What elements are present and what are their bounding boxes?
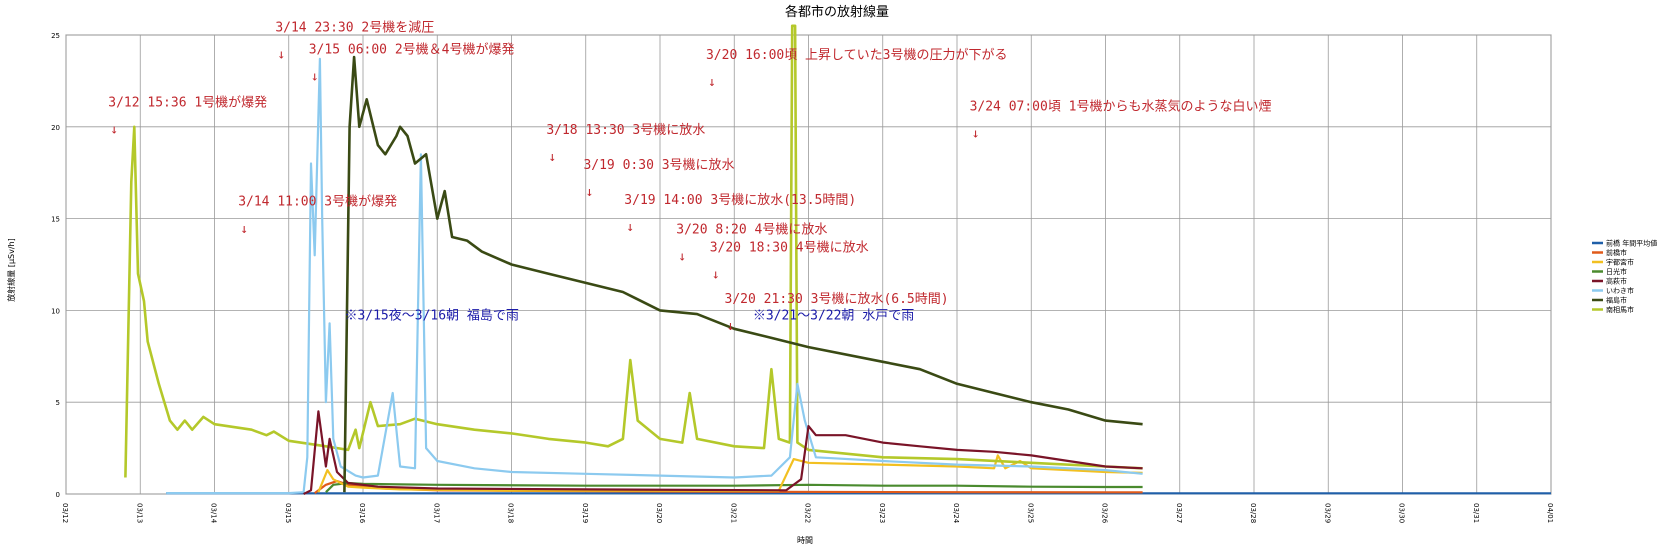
y-tick-label: 20	[51, 124, 60, 132]
legend-label: 高萩市	[1606, 277, 1627, 286]
legend-label: 日光市	[1606, 267, 1627, 276]
x-tick-label: 03/22	[804, 503, 812, 523]
y-axis-label: 放射線量 [μSv/h]	[6, 238, 16, 301]
y-tick-label: 10	[51, 307, 60, 315]
y-tick-labels: 0 5 10 15 20 25	[51, 32, 60, 499]
event-annotation: 3/19 0:30 3号機に放水	[583, 158, 734, 173]
x-tick-label: 03/28	[1249, 503, 1257, 523]
rain-notes: ※3/15夜〜3/16朝 福島で雨 ※3/21〜3/22朝 水戸で雨	[344, 309, 914, 324]
event-arrow: ↓	[311, 69, 319, 84]
y-tick-label: 0	[56, 491, 60, 499]
series-line	[303, 410, 1143, 495]
x-tick-label: 03/31	[1472, 503, 1480, 523]
y-tick-label: 25	[51, 32, 60, 40]
x-tick-label: 03/20	[655, 503, 663, 523]
x-tick-label: 03/14	[210, 503, 218, 524]
event-arrow: ↓	[277, 47, 285, 62]
event-arrow: ↓	[712, 268, 720, 283]
x-tick-label: 03/15	[284, 503, 292, 523]
legend-label: 宇都宮市	[1606, 258, 1634, 267]
event-annotations: 3/12 15:36 1号機が爆発 ↓ 3/14 23:30 2号機を減圧 ↓ 3/15…	[108, 19, 1271, 334]
event-arrow: ↓	[972, 126, 980, 141]
legend-label: いわき市	[1606, 286, 1634, 295]
event-arrow: ↓	[708, 75, 716, 90]
event-arrow: ↓	[110, 123, 118, 138]
rain-note: ※3/21〜3/22朝 水戸で雨	[753, 309, 914, 324]
x-tick-label: 03/13	[135, 503, 143, 523]
x-tick-label: 03/16	[358, 503, 366, 524]
x-tick-label: 04/01	[1546, 503, 1554, 523]
rain-note: ※3/15夜〜3/16朝 福島で雨	[344, 309, 518, 324]
event-annotation: 3/19 14:00 3号機に放水(13.5時間)	[624, 193, 856, 208]
event-annotation: 3/12 15:36 1号機が爆発	[108, 96, 267, 111]
x-tick-label: 03/12	[61, 503, 69, 523]
event-annotation: 3/20 8:20 4号機に放水	[676, 222, 827, 237]
event-annotation: 3/20 18:30 4号機に放水	[710, 241, 869, 256]
legend-label: 福島市	[1606, 296, 1627, 305]
x-tick-label: 03/24	[952, 503, 960, 524]
x-tick-label: 03/29	[1323, 503, 1331, 523]
event-annotation: 3/20 21:30 3号機に放水(6.5時間)	[725, 292, 949, 307]
x-tick-label: 03/26	[1101, 503, 1109, 524]
legend-label: 前橋市	[1606, 248, 1627, 257]
x-tick-label: 03/27	[1175, 503, 1183, 523]
x-tick-label: 03/18	[507, 503, 515, 523]
event-arrow: ↓	[678, 249, 686, 264]
x-axis-label: 時間	[797, 536, 813, 545]
chart-title: 各都市の放射線量	[785, 4, 889, 20]
event-annotation: 3/14 11:00 3号機が爆発	[238, 195, 397, 210]
series-line	[343, 55, 1143, 493]
event-annotation: 3/15 06:00 2号機＆4号機が爆発	[309, 42, 515, 57]
x-tick-label: 03/23	[878, 503, 886, 523]
event-arrow: ↓	[727, 319, 735, 334]
event-arrow: ↓	[240, 222, 248, 237]
x-tick-label: 03/30	[1398, 503, 1406, 523]
event-arrow: ↓	[585, 185, 593, 200]
legend-label: 南相馬市	[1606, 305, 1634, 314]
event-arrow: ↓	[548, 150, 556, 165]
x-tick-label: 03/25	[1026, 503, 1034, 523]
event-annotation: 3/24 07:00頃 1号機からも水蒸気のような白い煙	[970, 98, 1272, 114]
y-tick-label: 15	[51, 216, 60, 224]
event-annotation: 3/18 13:30 3号機に放水	[546, 123, 705, 138]
event-annotation: 3/20 16:00頃 上昇していた3号機の圧力が下がる	[706, 48, 1008, 63]
x-tick-label: 03/17	[432, 503, 440, 523]
x-tick-labels: 03/12 03/13 03/14 03/15 03/16 03/17 03/18 03/19…	[61, 503, 1554, 524]
series-lines	[124, 24, 1551, 495]
series-line	[124, 24, 1143, 478]
x-tick-label: 03/21	[729, 503, 737, 523]
series-line	[166, 57, 1143, 495]
x-tick-label: 03/19	[581, 503, 589, 523]
event-annotation: 3/14 23:30 2号機を減圧	[275, 19, 434, 35]
y-tick-label: 5	[56, 399, 60, 407]
legend-label: 前橋 年間平均値	[1606, 239, 1657, 248]
event-arrow: ↓	[626, 220, 634, 235]
